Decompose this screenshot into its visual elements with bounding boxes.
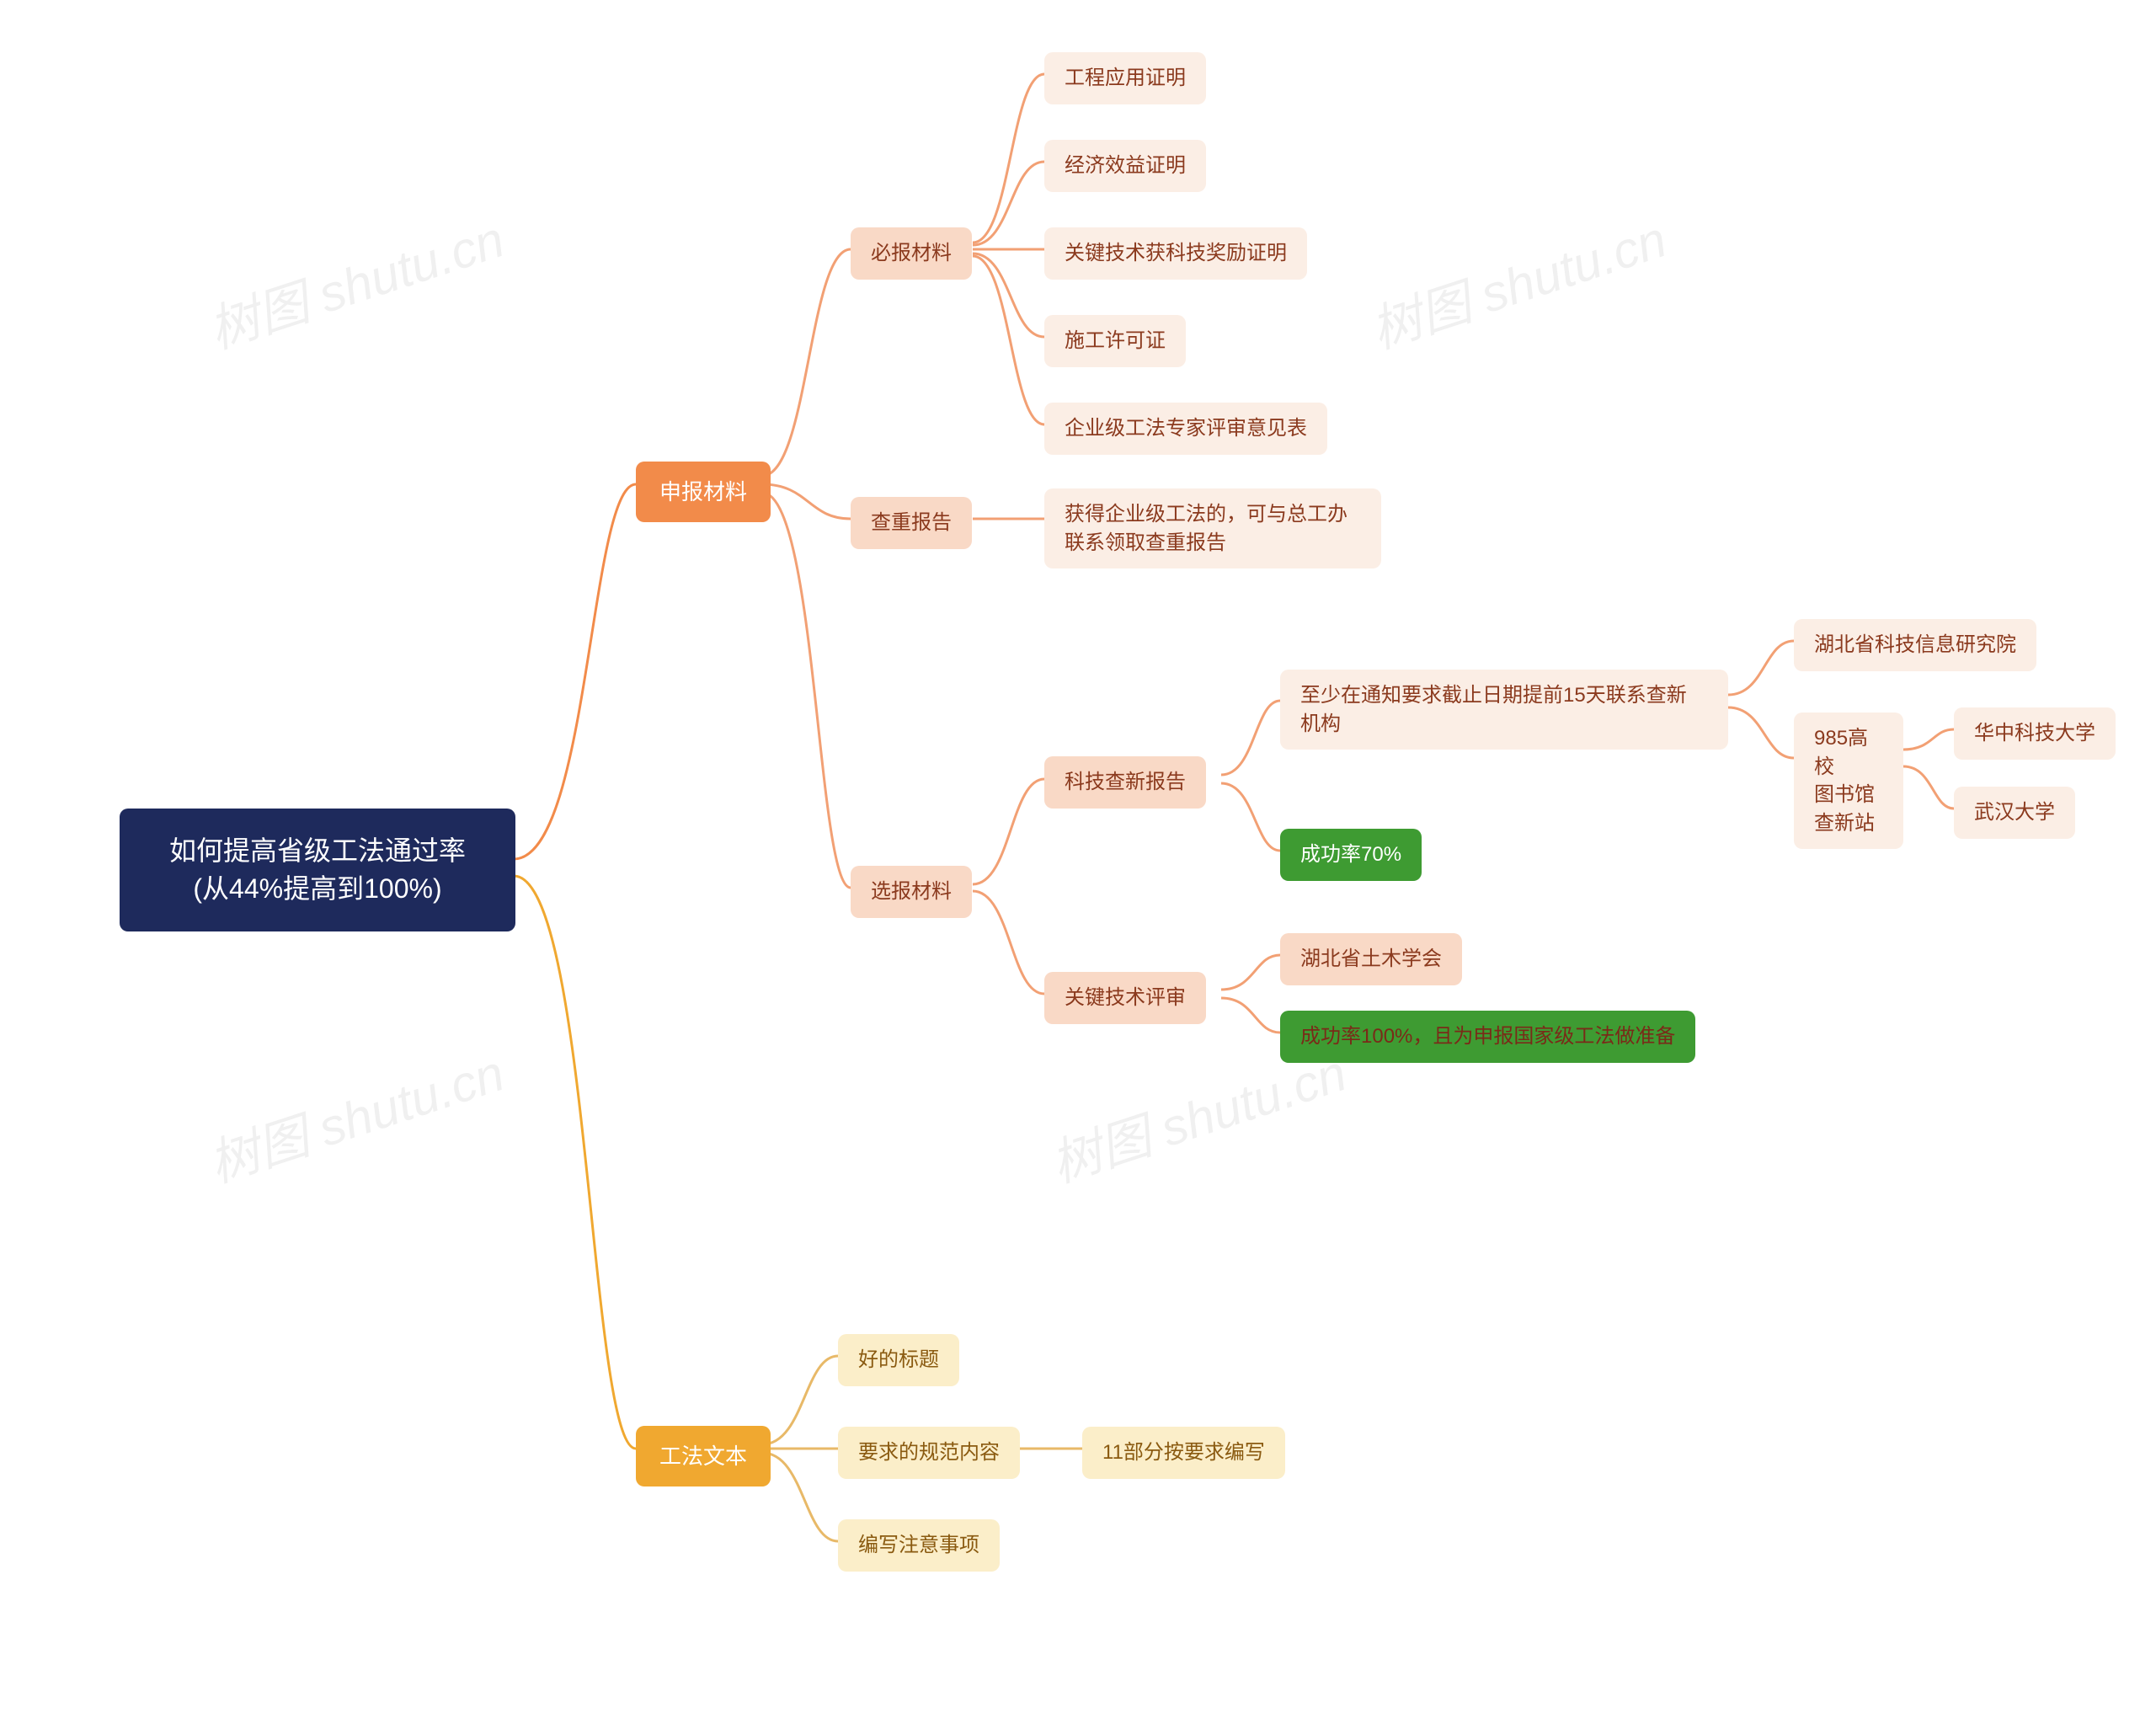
node-dup-check-report: 查重报告 bbox=[851, 497, 972, 549]
node-required-5: 企业级工法专家评审意见表 bbox=[1044, 403, 1327, 455]
node-required-content: 要求的规范内容 bbox=[838, 1427, 1020, 1479]
node-11-parts: 11部分按要求编写 bbox=[1082, 1427, 1285, 1479]
node-dup-check-child: 获得企业级工法的，可与总工办联系领取查重报告 bbox=[1044, 488, 1381, 568]
node-985-library: 985高校图书馆查新站 bbox=[1794, 713, 1903, 849]
node-contact-institution: 至少在通知要求截止日期提前15天联系查新机构 bbox=[1280, 670, 1728, 750]
root-node: 如何提高省级工法通过率(从44%提高到100%) bbox=[120, 809, 515, 931]
node-required-3: 关键技术获科技奖励证明 bbox=[1044, 227, 1307, 280]
node-wuhan-univ: 武汉大学 bbox=[1954, 787, 2075, 839]
node-novelty-report: 科技查新报告 bbox=[1044, 756, 1206, 809]
node-hubei-institute: 湖北省科技信息研究院 bbox=[1794, 619, 2036, 671]
node-required-4: 施工许可证 bbox=[1044, 315, 1186, 367]
node-success-100: 成功率100%，且为申报国家级工法做准备 bbox=[1280, 1011, 1695, 1063]
branch-application-materials: 申报材料 bbox=[636, 462, 771, 522]
node-hubei-civil: 湖北省土木学会 bbox=[1280, 933, 1462, 985]
node-huazhong: 华中科技大学 bbox=[1954, 707, 2116, 760]
watermark: 树图 shutu.cn bbox=[1360, 199, 1674, 363]
watermark: 树图 shutu.cn bbox=[198, 199, 512, 363]
node-writing-notes: 编写注意事项 bbox=[838, 1519, 1000, 1572]
watermark: 树图 shutu.cn bbox=[198, 1033, 512, 1197]
node-optional-materials: 选报材料 bbox=[851, 866, 972, 918]
node-required-1: 工程应用证明 bbox=[1044, 52, 1206, 104]
branch-method-text: 工法文本 bbox=[636, 1426, 771, 1486]
node-required-2: 经济效益证明 bbox=[1044, 140, 1206, 192]
node-key-tech-review: 关键技术评审 bbox=[1044, 972, 1206, 1024]
node-success-70: 成功率70% bbox=[1280, 829, 1422, 881]
node-required-materials: 必报材料 bbox=[851, 227, 972, 280]
node-good-title: 好的标题 bbox=[838, 1334, 959, 1386]
